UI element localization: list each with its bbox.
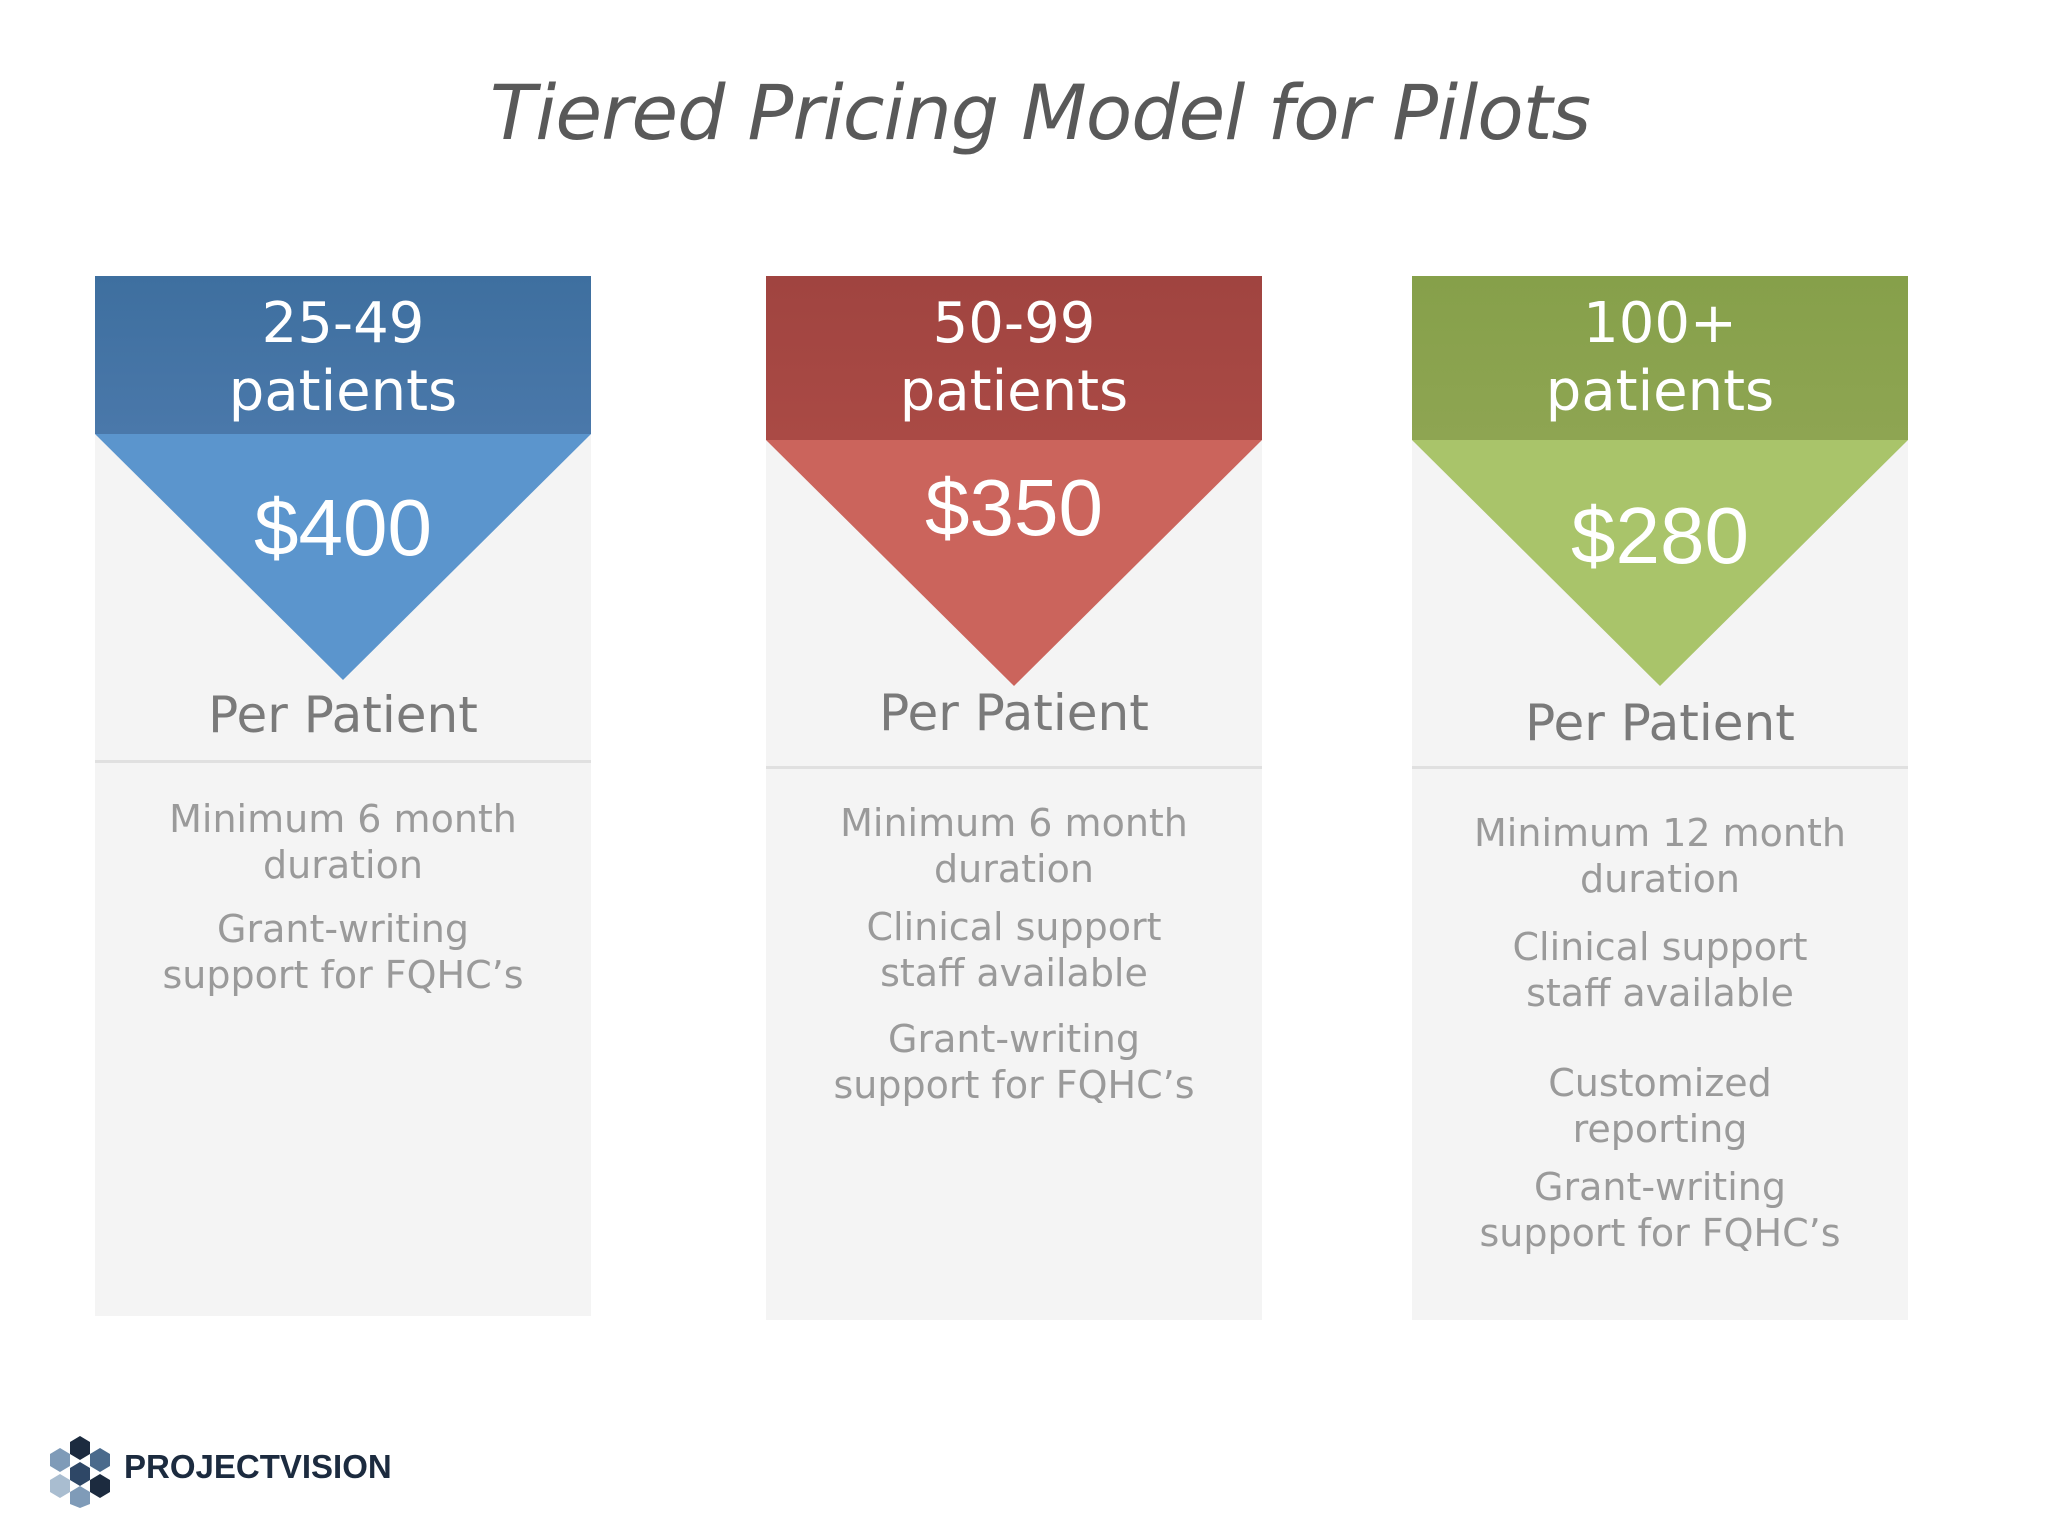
pricing-card-tier-1: 25-49 patients $400 Per Patient Minimum … [95, 276, 591, 1316]
tier-unit: patients [228, 359, 458, 424]
divider [95, 760, 591, 763]
price-triangle [95, 434, 591, 680]
feature-item: Minimum 6 month duration [840, 801, 1188, 891]
hexagon-cluster-logo-icon [50, 1436, 110, 1508]
feature-item: Grant-writing support for FQHC’s [162, 907, 524, 997]
tier-price: $400 [254, 483, 432, 572]
brand-name: PROJECTVISION [124, 1448, 392, 1485]
price-triangle [1412, 440, 1908, 686]
page-title: Tiered Pricing Model for Pilots [489, 68, 1591, 157]
pricing-card-tier-2: 50-99 patients $350 Per Patient Minimum … [766, 276, 1262, 1320]
price-triangle [766, 440, 1262, 686]
feature-item: Minimum 6 month duration [169, 797, 517, 887]
tier-header: 25-49 patients [95, 276, 591, 434]
feature-item: Grant-writing support for FQHC’s [1479, 1165, 1841, 1255]
feature-item: Customized reporting [1548, 1061, 1772, 1151]
tier-unit: patients [1545, 359, 1775, 424]
tier-price: $350 [925, 463, 1103, 552]
tier-range: 25-49 [261, 291, 425, 356]
divider [766, 766, 1262, 769]
divider [1412, 766, 1908, 769]
per-patient-label: Per Patient [208, 686, 478, 744]
feature-item: Clinical support staff available [866, 905, 1162, 995]
tier-price: $280 [1571, 491, 1749, 580]
tier-range: 50-99 [932, 291, 1096, 356]
feature-item: Clinical support staff available [1512, 925, 1808, 1015]
per-patient-label: Per Patient [879, 684, 1149, 742]
tier-range: 100+ [1583, 291, 1737, 356]
per-patient-label: Per Patient [1525, 694, 1795, 752]
tier-unit: patients [899, 359, 1129, 424]
tier-header: 50-99 patients [766, 276, 1262, 440]
feature-item: Grant-writing support for FQHC’s [833, 1017, 1195, 1107]
pricing-card-tier-3: 100+ patients $280 Per Patient Minimum 1… [1412, 276, 1908, 1320]
feature-item: Minimum 12 month duration [1474, 811, 1846, 901]
tier-header: 100+ patients [1412, 276, 1908, 440]
